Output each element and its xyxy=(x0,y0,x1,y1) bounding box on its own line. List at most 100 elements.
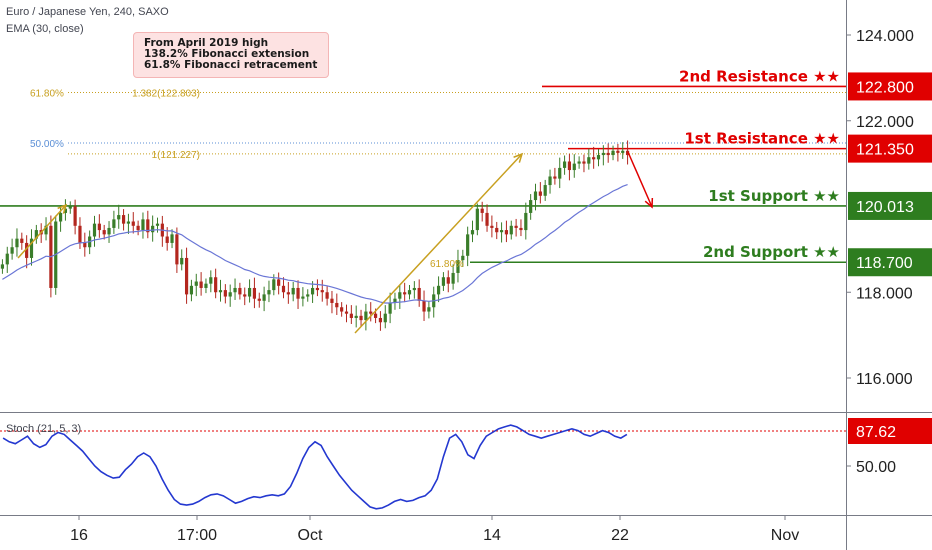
candle-body xyxy=(403,292,407,295)
candle xyxy=(330,290,334,314)
candle xyxy=(340,302,344,317)
candle-body xyxy=(359,315,363,321)
candle xyxy=(184,247,189,304)
candle xyxy=(485,204,489,232)
candle xyxy=(277,272,281,295)
candle xyxy=(509,220,513,240)
candle xyxy=(306,289,310,302)
candle xyxy=(480,201,484,222)
candle xyxy=(553,167,557,185)
annotation-line: From April 2019 high xyxy=(144,37,269,49)
candle xyxy=(243,287,247,306)
level-price-label: 120.013 xyxy=(856,199,914,216)
candle-body xyxy=(567,161,572,171)
candle-body xyxy=(136,225,140,231)
candle-body xyxy=(97,223,101,231)
candle xyxy=(446,270,450,293)
candle-body xyxy=(625,150,630,156)
candle xyxy=(567,153,572,181)
level-name: 1st Support ★★ xyxy=(708,187,840,205)
candle-body xyxy=(131,221,135,226)
price-pane: 61.80% 1.382(122.803) 50.00% 1(121.227) 2nd … xyxy=(0,67,846,334)
candle xyxy=(175,227,179,273)
candle-body xyxy=(78,225,82,243)
candle xyxy=(320,279,324,302)
candle-body xyxy=(29,238,34,258)
candle xyxy=(194,273,198,297)
fibonacci-right-label: 1(121.227) xyxy=(152,150,200,161)
uptrend-arrow-right xyxy=(354,152,524,334)
level-price-tag xyxy=(848,134,932,163)
price-tick-label: 124.000 xyxy=(856,28,914,45)
candle-body xyxy=(582,161,586,164)
stoch-tick-label: 50.00 xyxy=(856,459,896,476)
candle-body xyxy=(499,230,504,233)
candle-body xyxy=(291,287,295,295)
candle-body xyxy=(5,253,9,265)
candle-body xyxy=(417,287,421,301)
candle xyxy=(582,154,586,173)
candle-body xyxy=(378,317,383,323)
candle xyxy=(495,221,499,240)
candle xyxy=(422,290,426,321)
candle-body xyxy=(611,150,615,156)
candle xyxy=(151,215,155,242)
candle-body xyxy=(92,223,97,237)
stoch-axis: 50.00 xyxy=(846,459,896,476)
candle xyxy=(121,209,126,231)
candle-body xyxy=(151,225,155,233)
candle-body xyxy=(480,208,484,213)
candle-body xyxy=(330,298,334,303)
level-price-label: 118.700 xyxy=(856,255,913,272)
candle xyxy=(451,264,455,290)
candle-body xyxy=(68,206,72,209)
candle-body xyxy=(456,260,460,273)
candle xyxy=(621,142,625,159)
candle-body xyxy=(238,287,242,295)
candle-body xyxy=(126,221,131,224)
candle-body xyxy=(320,290,324,293)
candle xyxy=(252,277,257,309)
candle-body xyxy=(34,230,38,239)
candle xyxy=(592,146,596,169)
candle-body xyxy=(141,219,145,231)
fibonacci-annotation-box: From April 2019 high 138.2% Fibonacci ex… xyxy=(133,32,329,78)
candle xyxy=(257,292,261,308)
candle xyxy=(199,272,203,296)
candle-body xyxy=(165,236,169,243)
candle xyxy=(596,149,601,167)
candle xyxy=(92,215,97,247)
candle xyxy=(558,157,562,189)
candle xyxy=(359,309,363,327)
candle xyxy=(364,303,368,331)
candle xyxy=(170,229,174,249)
candle xyxy=(223,284,227,304)
candle xyxy=(529,194,533,220)
candle xyxy=(286,281,290,304)
candle-body xyxy=(218,290,223,293)
candle xyxy=(538,182,542,204)
uptrend-arrow-right-shaft xyxy=(354,153,523,334)
candle xyxy=(131,212,135,234)
candle xyxy=(577,156,581,169)
candle xyxy=(519,219,523,237)
candle-body xyxy=(543,185,547,196)
stoch-title: Stoch (21, 5, 3) xyxy=(6,423,81,435)
candle-body xyxy=(10,247,14,254)
candle xyxy=(310,281,315,303)
candle-body xyxy=(538,191,542,196)
candle xyxy=(29,229,34,266)
candle xyxy=(461,249,465,267)
candle-body xyxy=(20,238,24,243)
candle xyxy=(524,202,528,240)
candle-body xyxy=(0,264,5,269)
expected-drop-arrow-shaft xyxy=(627,151,653,208)
level-price-tag xyxy=(848,72,932,101)
candle-body xyxy=(451,272,455,284)
symbol-title: Euro / Japanese Yen, 240, SAXO xyxy=(6,6,169,18)
candle xyxy=(344,304,349,323)
fibonacci-left-label: 50.00% xyxy=(30,139,64,150)
candle-body xyxy=(364,311,368,321)
candle-body xyxy=(175,234,179,265)
candle xyxy=(5,246,9,273)
